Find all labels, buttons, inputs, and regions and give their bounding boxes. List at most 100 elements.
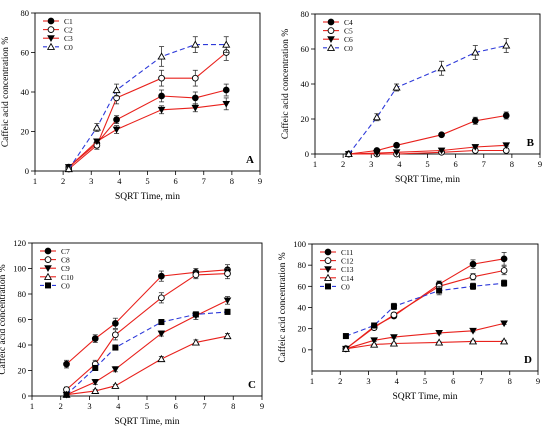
data-point <box>111 381 120 389</box>
series-c0 <box>342 279 508 340</box>
y-axis-title: Caffeic acid concentration % <box>0 37 11 147</box>
legend-marker <box>324 266 332 274</box>
x-tick-label: 7 <box>202 176 206 186</box>
y-tick-label: 40 <box>298 303 307 313</box>
y-tick-label: 40 <box>301 79 310 89</box>
data-point <box>63 391 70 398</box>
data-point <box>158 294 165 302</box>
series-line <box>66 273 228 391</box>
y-tick-label: 0 <box>22 391 26 401</box>
x-tick-label: 9 <box>538 159 542 169</box>
series-c8 <box>63 268 231 393</box>
panel-c: 1 2 3 4 5 6 7 8 9 0 20 40 60 80 100 120 SQRT Time, min Ca… <box>0 238 264 427</box>
data-point <box>157 354 166 363</box>
data-point <box>438 131 445 139</box>
y-tick-label: 60 <box>18 315 27 325</box>
series-c2 <box>65 44 230 173</box>
data-point <box>500 320 508 328</box>
data-point <box>93 138 101 146</box>
data-point <box>112 126 121 134</box>
y-tick-label: 0 <box>302 345 306 355</box>
legend-marker <box>46 42 56 50</box>
legend-marker <box>323 273 333 281</box>
data-point <box>390 303 397 310</box>
series-c13 <box>342 320 508 353</box>
legend-label: C6 <box>344 35 353 44</box>
y-tick-label: 20 <box>298 324 307 334</box>
x-tick-label: 2 <box>338 376 342 386</box>
legend-marker <box>47 35 55 43</box>
series-line <box>345 340 505 350</box>
x-tick-label: 5 <box>145 176 149 186</box>
data-point <box>393 141 400 149</box>
series-line <box>345 282 505 337</box>
x-axis-title: SQRT Time, min <box>115 192 180 202</box>
x-tick-label: 4 <box>117 176 122 186</box>
series-c7 <box>63 264 231 369</box>
x-tick-label: 6 <box>174 176 178 186</box>
y-tick-label: 20 <box>18 366 27 376</box>
legend-marker <box>324 257 332 264</box>
data-point <box>471 117 479 125</box>
data-point <box>158 319 165 326</box>
legend-label: C13 <box>341 265 354 274</box>
series-line <box>68 44 227 170</box>
data-point <box>437 147 446 155</box>
x-tick-label: 6 <box>454 159 458 169</box>
legend-marker <box>324 248 332 256</box>
panel-a: 1 2 3 4 5 6 7 8 9 0 20 40 60 80 SQRT Time, min Caffeic … <box>0 8 262 202</box>
legend-label: C11 <box>341 248 353 257</box>
legend-label: C0 <box>341 282 350 291</box>
data-point <box>192 311 199 318</box>
x-tick-label: 6 <box>451 376 455 386</box>
legend-label: C7 <box>61 247 70 256</box>
data-point <box>469 273 477 281</box>
data-point <box>222 40 231 48</box>
data-point <box>435 329 443 337</box>
data-point <box>341 344 350 352</box>
series-line <box>66 269 228 365</box>
data-point <box>469 327 477 335</box>
legend-marker <box>326 43 336 51</box>
x-tick-label: 7 <box>479 376 483 386</box>
y-tick-label: 60 <box>301 44 310 54</box>
data-point <box>344 149 353 158</box>
data-point <box>224 308 231 315</box>
data-point <box>63 360 70 368</box>
y-axis-title: Caffeic acid concentration % <box>0 264 8 374</box>
data-point <box>502 41 511 49</box>
data-point <box>112 331 119 339</box>
x-tick-label: 9 <box>536 376 540 386</box>
data-point <box>390 311 398 319</box>
data-point <box>112 85 121 94</box>
x-tick-label: 1 <box>310 376 314 386</box>
series-c6 <box>344 142 511 158</box>
x-tick-label: 4 <box>397 159 402 169</box>
y-tick-label: 20 <box>301 114 310 124</box>
data-point <box>113 116 120 124</box>
data-point <box>191 40 200 48</box>
x-tick-label: 3 <box>87 401 91 411</box>
data-point <box>191 94 199 102</box>
x-tick-label: 8 <box>510 159 514 169</box>
data-point <box>158 74 165 82</box>
x-tick-label: 8 <box>231 401 235 411</box>
legend-label: C3 <box>64 34 73 43</box>
data-point <box>157 106 166 114</box>
data-point <box>371 322 378 329</box>
x-tick-label: 5 <box>423 376 427 386</box>
legend-label: C14 <box>341 274 354 283</box>
data-point <box>342 333 349 340</box>
x-tick-label: 6 <box>174 401 178 411</box>
panel-label: B <box>527 137 535 149</box>
data-point <box>471 144 480 151</box>
series-c9 <box>62 296 232 399</box>
legend-marker <box>327 18 335 26</box>
data-point <box>191 338 200 346</box>
series-line <box>348 144 507 155</box>
series-c12 <box>342 265 508 353</box>
legend-label: C8 <box>61 256 70 265</box>
data-point <box>112 319 119 327</box>
